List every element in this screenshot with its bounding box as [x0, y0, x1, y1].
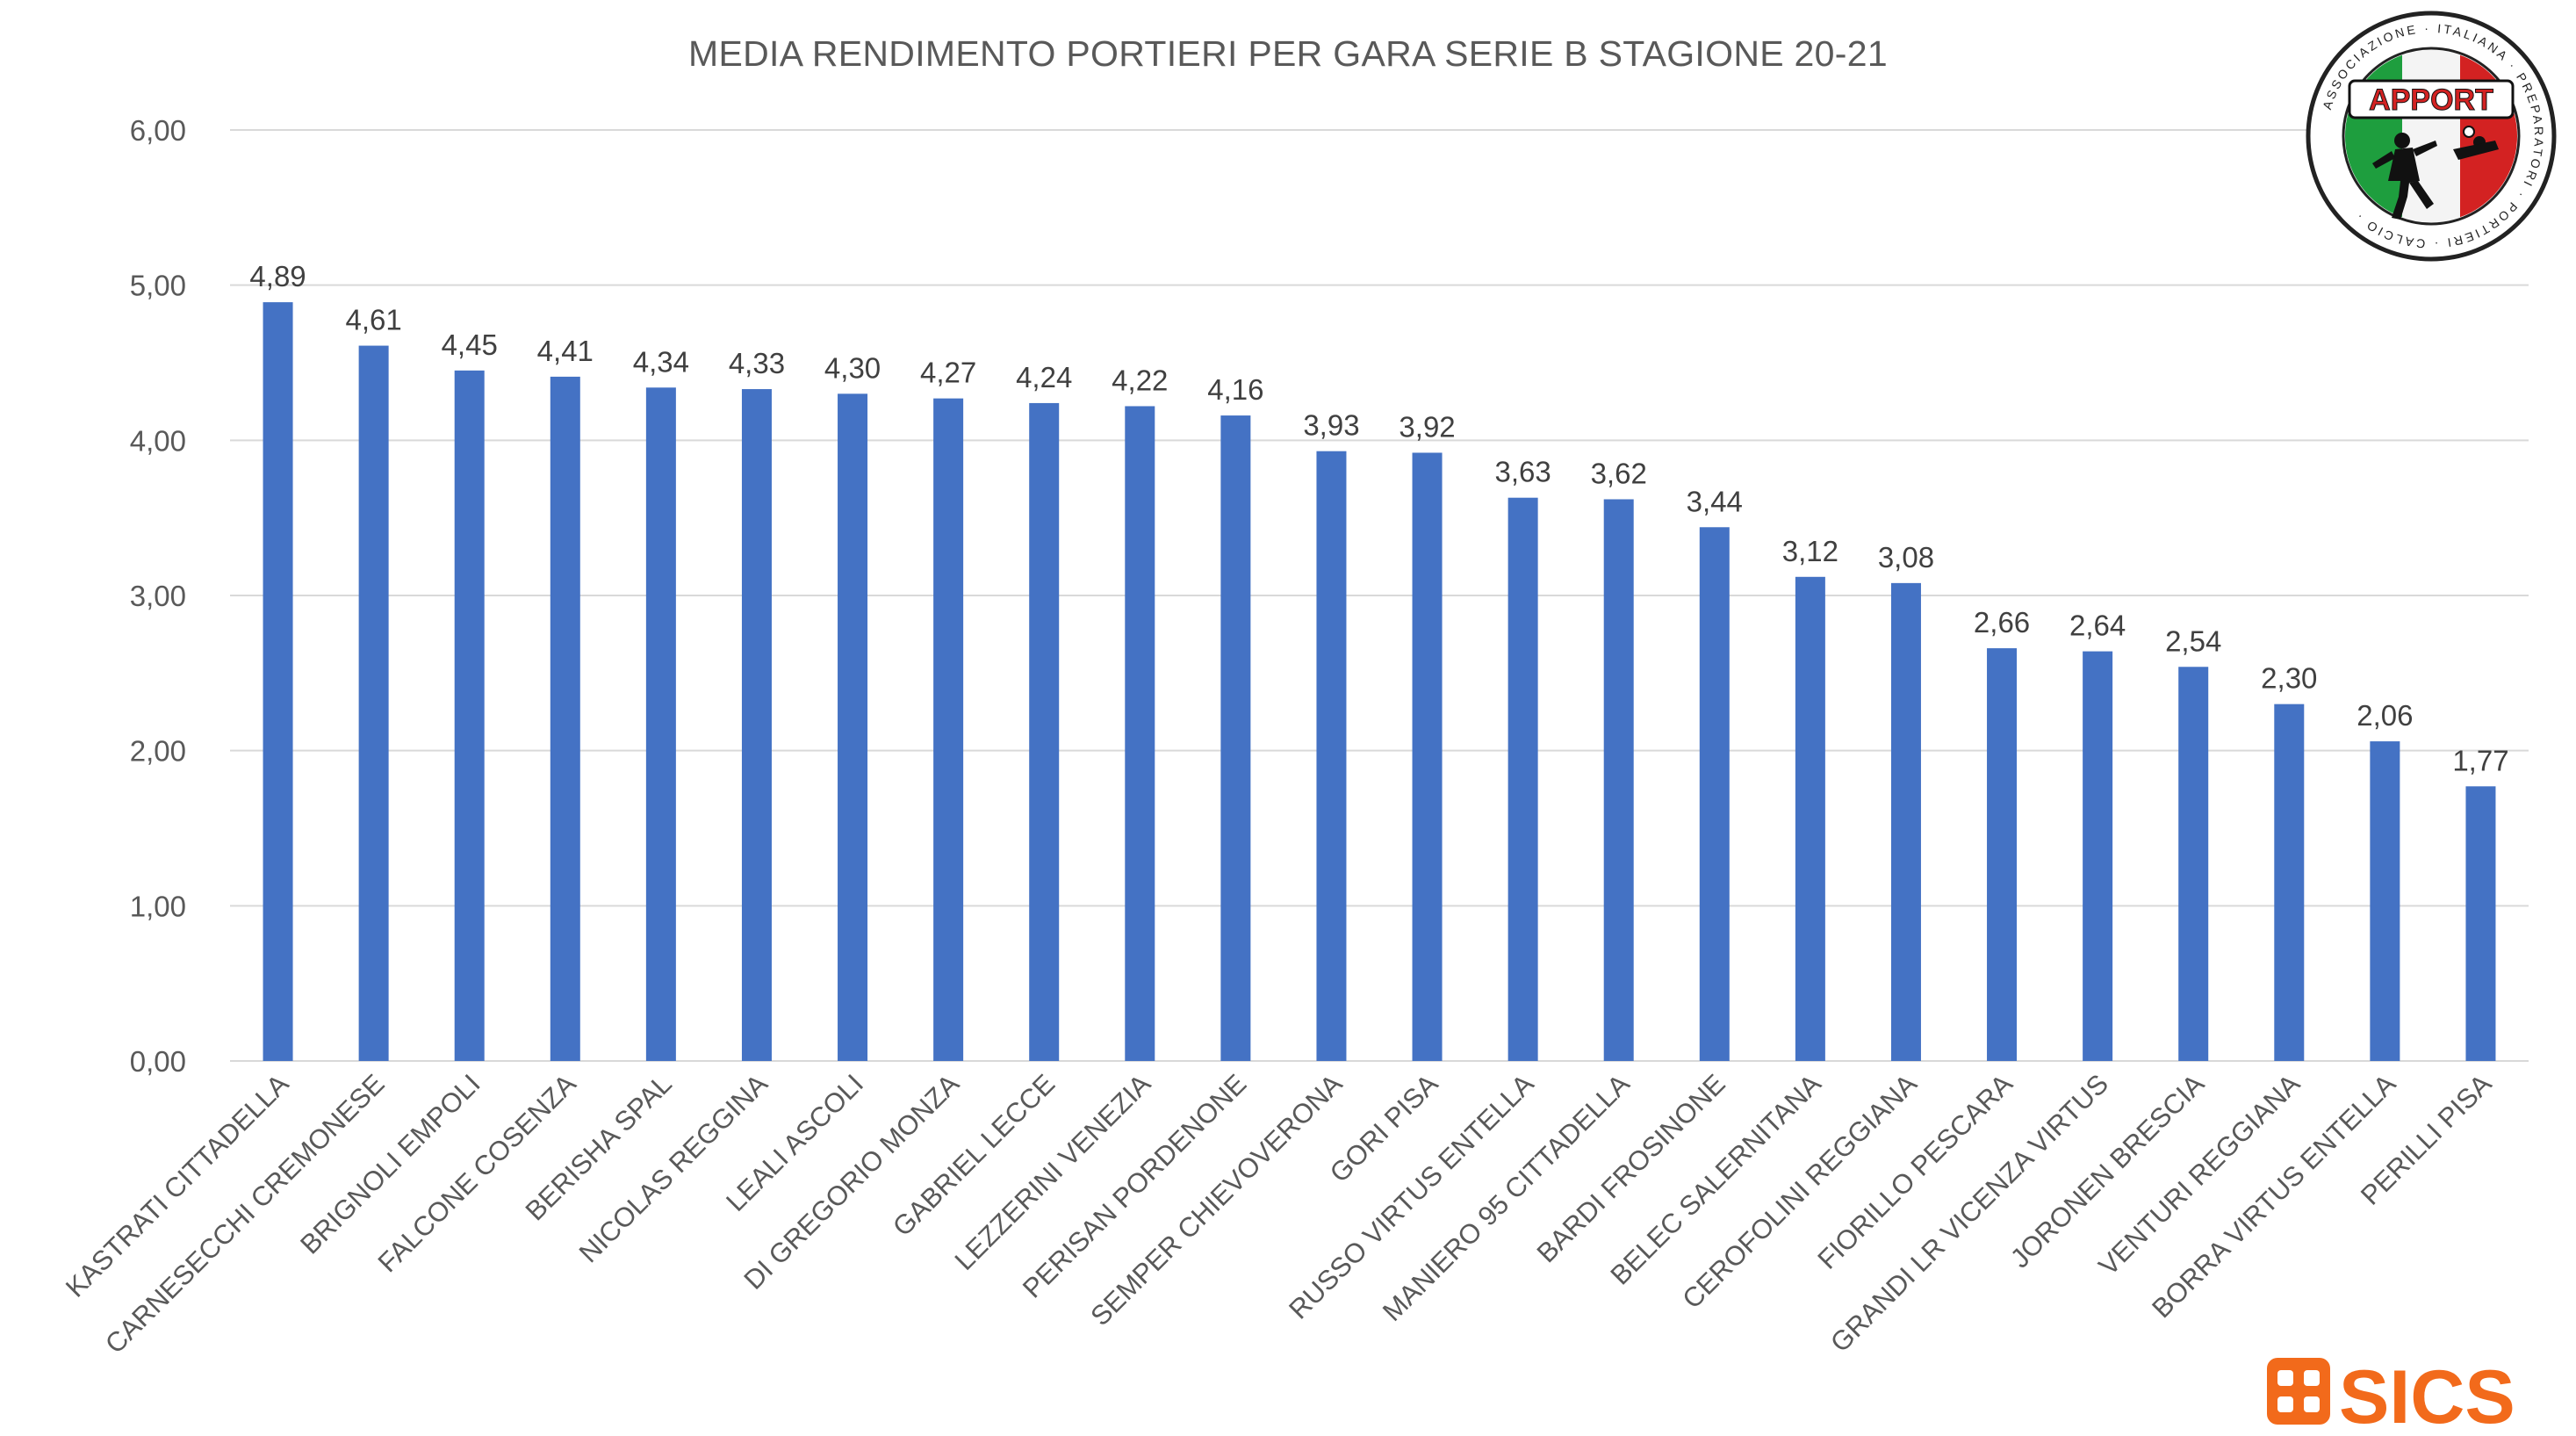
bar	[263, 302, 293, 1062]
data-label: 2,66	[1974, 606, 2030, 639]
data-label: 2,64	[2069, 610, 2126, 642]
y-tick-label: 1,00	[130, 890, 186, 922]
bar	[2465, 786, 2496, 1061]
data-label: 4,30	[824, 351, 881, 384]
data-label: 4,27	[920, 357, 976, 389]
sics-logo: SICS	[2265, 1354, 2572, 1436]
x-tick-label: FIORILLO PESCARA	[1812, 1068, 2019, 1275]
y-tick-label: 3,00	[130, 580, 186, 612]
bar	[1316, 451, 1347, 1061]
data-label: 4,41	[537, 335, 594, 367]
x-tick-label: BRIGNOLI EMPOLI	[294, 1068, 486, 1259]
data-label: 3,12	[1782, 535, 1838, 567]
y-axis-tick-labels: 0,00 1,00 2,00 3,00 4,00 5,00 6,00	[130, 114, 186, 1078]
bar	[2274, 704, 2305, 1061]
y-tick-label: 0,00	[130, 1045, 186, 1078]
gridlines	[230, 129, 2529, 1062]
data-label: 2,54	[2165, 624, 2221, 657]
data-label: 3,08	[1878, 541, 1934, 574]
y-tick-label: 5,00	[130, 270, 186, 302]
bar	[1029, 402, 1060, 1061]
bar	[550, 376, 580, 1061]
bar	[1987, 648, 2018, 1061]
data-label: 4,16	[1207, 373, 1263, 406]
data-label: 4,61	[346, 304, 402, 336]
bar	[645, 387, 676, 1061]
bar	[933, 398, 964, 1062]
bar	[1890, 582, 1921, 1061]
y-tick-label: 6,00	[130, 114, 186, 147]
bar	[2370, 741, 2400, 1061]
chart-title: MEDIA RENDIMENTO PORTIERI PER GARA SERIE…	[688, 33, 1888, 74]
data-label: 4,45	[442, 328, 498, 361]
bar	[1699, 527, 1730, 1061]
data-label: 4,24	[1016, 361, 1072, 393]
bar	[1795, 576, 1825, 1061]
y-tick-label: 2,00	[130, 735, 186, 768]
x-tick-label: BARDI FROSINONE	[1531, 1068, 1731, 1268]
data-label: 1,77	[2452, 744, 2508, 776]
data-label: 4,89	[249, 260, 306, 292]
goalkeeper-icon	[2372, 126, 2499, 220]
bar	[1603, 499, 1634, 1061]
x-tick-label: GABRIEL LECCE	[887, 1068, 1061, 1242]
data-label: 3,44	[1687, 485, 1743, 517]
data-label: 2,30	[2261, 662, 2317, 695]
bar	[741, 389, 772, 1061]
data-labels: 4,89 4,61 4,45 4,41 4,34 4,33 4,30 4,27 4,24 4,22…	[249, 260, 2508, 776]
apport-logo: ASSOCIAZIONE · ITALIANA · PREPARATORI · …	[2304, 9, 2558, 263]
bar	[358, 345, 389, 1062]
bar	[1220, 415, 1251, 1062]
bar	[1125, 406, 1155, 1061]
data-label: 4,33	[729, 347, 785, 379]
y-tick-label: 4,00	[130, 424, 186, 457]
sics-mark-icon	[2267, 1358, 2330, 1425]
data-label: 3,62	[1591, 457, 1647, 489]
sics-wordmark: SICS	[2339, 1355, 2515, 1432]
bar	[1507, 497, 1538, 1061]
bar	[838, 393, 868, 1061]
data-label: 3,93	[1303, 409, 1359, 442]
bar	[1412, 452, 1443, 1061]
x-tick-label: LEZZERINI VENEZIA	[949, 1068, 1157, 1276]
x-tick-label: JORONEN BRESCIA	[2004, 1068, 2210, 1274]
svg-text:APPORT: APPORT	[2369, 83, 2493, 117]
data-label: 4,22	[1112, 364, 1168, 396]
data-label: 3,63	[1495, 456, 1551, 488]
data-label: 4,34	[633, 345, 689, 378]
bars	[263, 302, 2496, 1062]
data-label: 2,06	[2357, 699, 2413, 732]
x-tick-label: NICOLAS REGGINA	[573, 1068, 774, 1268]
data-label: 3,92	[1399, 410, 1455, 443]
bar	[2178, 667, 2209, 1061]
bar	[454, 370, 485, 1061]
bar	[2083, 651, 2113, 1061]
